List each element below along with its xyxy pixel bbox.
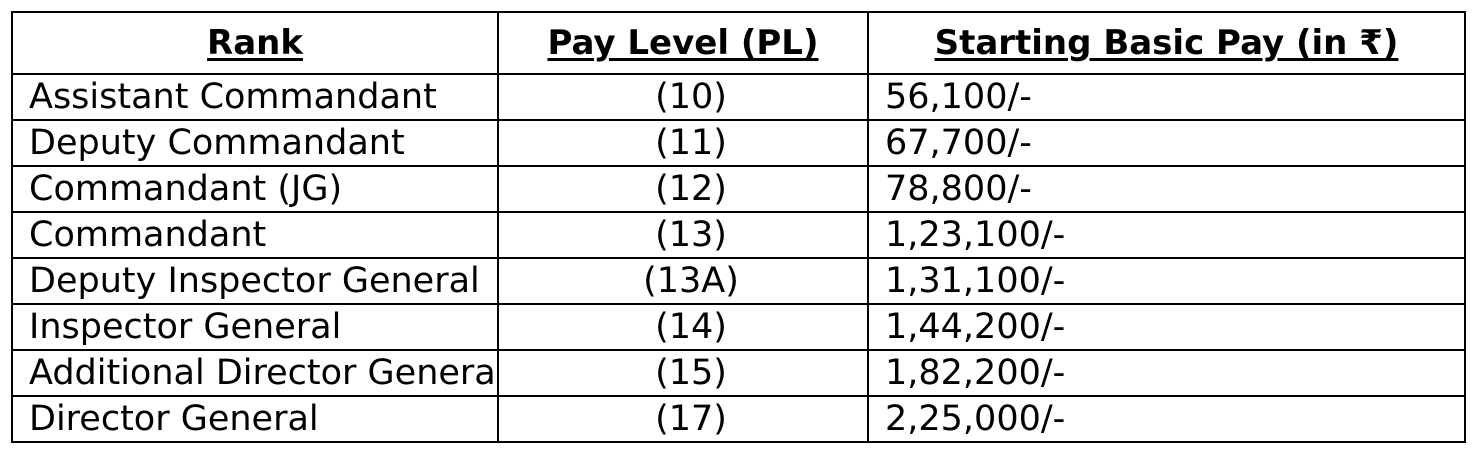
pay-table: Rank Pay Level (PL) Starting Basic Pay (…	[11, 11, 1466, 443]
pay-level-cell: (13)	[497, 211, 869, 259]
table-body: Assistant Commandant (10) 56,100/- Deput…	[11, 73, 1466, 443]
pay-level-cell: (15)	[497, 349, 869, 397]
starting-pay-cell: 2,25,000/-	[867, 395, 1466, 443]
pay-level-cell: (12)	[497, 165, 869, 213]
starting-pay-cell: 56,100/-	[867, 73, 1466, 121]
starting-pay-cell: 78,800/-	[867, 165, 1466, 213]
table-row: Inspector General (14) 1,44,200/-	[11, 303, 1466, 351]
starting-pay-cell: 1,31,100/-	[867, 257, 1466, 305]
rank-cell: Additional Director General	[11, 349, 499, 397]
rank-cell: Deputy Inspector General	[11, 257, 499, 305]
rank-cell: Assistant Commandant	[11, 73, 499, 121]
table-header-row: Rank Pay Level (PL) Starting Basic Pay (…	[11, 11, 1466, 75]
starting-pay-cell: 67,700/-	[867, 119, 1466, 167]
header-rank: Rank	[11, 11, 499, 75]
rank-cell: Commandant (JG)	[11, 165, 499, 213]
table-row: Director General (17) 2,25,000/-	[11, 395, 1466, 443]
table-row: Commandant (13) 1,23,100/-	[11, 211, 1466, 259]
starting-pay-cell: 1,23,100/-	[867, 211, 1466, 259]
pay-level-cell: (14)	[497, 303, 869, 351]
rank-cell: Commandant	[11, 211, 499, 259]
header-pay-level: Pay Level (PL)	[497, 11, 869, 75]
pay-level-cell: (17)	[497, 395, 869, 443]
rank-cell: Deputy Commandant	[11, 119, 499, 167]
starting-pay-cell: 1,44,200/-	[867, 303, 1466, 351]
pay-level-cell: (13A)	[497, 257, 869, 305]
header-starting-pay: Starting Basic Pay (in ₹)	[867, 11, 1466, 75]
pay-level-cell: (11)	[497, 119, 869, 167]
table-row: Deputy Commandant (11) 67,700/-	[11, 119, 1466, 167]
table-row: Deputy Inspector General (13A) 1,31,100/…	[11, 257, 1466, 305]
table-row: Assistant Commandant (10) 56,100/-	[11, 73, 1466, 121]
pay-level-cell: (10)	[497, 73, 869, 121]
table-row: Commandant (JG) (12) 78,800/-	[11, 165, 1466, 213]
rank-cell: Inspector General	[11, 303, 499, 351]
starting-pay-cell: 1,82,200/-	[867, 349, 1466, 397]
table-row: Additional Director General (15) 1,82,20…	[11, 349, 1466, 397]
rank-cell: Director General	[11, 395, 499, 443]
